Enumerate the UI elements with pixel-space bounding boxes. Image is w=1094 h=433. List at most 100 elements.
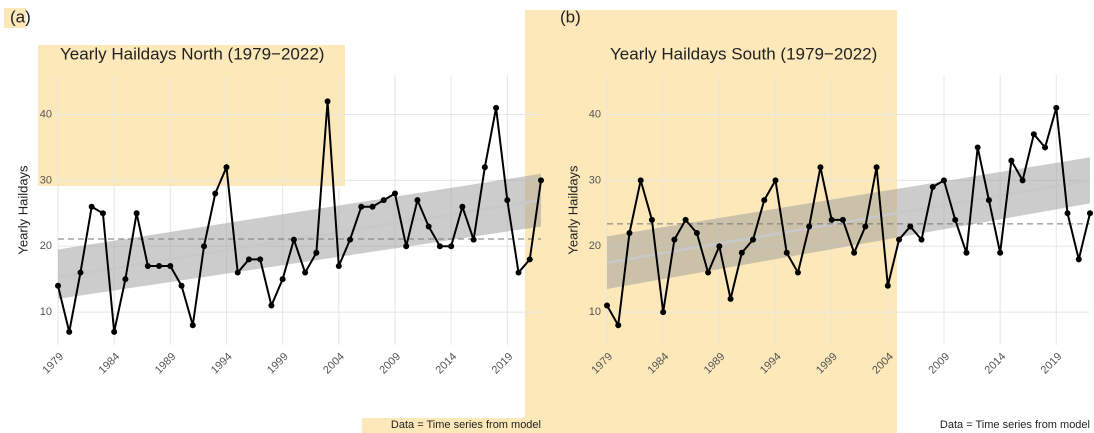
data-point: [884, 282, 891, 289]
data-point: [761, 197, 768, 204]
data-point: [1053, 104, 1060, 111]
data-point: [839, 216, 846, 223]
x-tick-label: 2019: [1039, 351, 1065, 377]
data-point: [705, 269, 712, 276]
data-point: [167, 262, 174, 269]
data-point: [940, 177, 947, 184]
data-point: [738, 249, 745, 256]
data-point: [851, 249, 858, 256]
y-axis-label: Yearly Haildays: [565, 165, 580, 255]
data-point: [794, 269, 801, 276]
data-point: [347, 236, 354, 243]
data-point: [1042, 144, 1049, 151]
data-point: [783, 249, 790, 256]
data-point: [648, 216, 655, 223]
data-point: [873, 164, 880, 171]
data-point: [425, 223, 432, 230]
x-tick-label: 2019: [490, 351, 516, 377]
x-tick-label: 1989: [153, 351, 179, 377]
data-point: [459, 203, 466, 210]
data-point: [66, 328, 73, 335]
data-point: [493, 104, 500, 111]
x-tick-label: 2014: [434, 351, 460, 377]
data-point: [1008, 157, 1015, 164]
data-point: [257, 256, 264, 263]
panel-label: (b): [560, 7, 581, 26]
data-point: [896, 236, 903, 243]
caption: Data = Time series from model: [940, 419, 1090, 431]
data-point: [716, 243, 723, 250]
data-point: [1087, 210, 1093, 217]
chart-title: Yearly Haildays South (1979−2022): [610, 44, 877, 63]
x-tick-label: 2004: [321, 351, 347, 377]
data-point: [212, 190, 219, 197]
data-point: [828, 216, 835, 223]
data-point: [448, 243, 455, 250]
data-point: [526, 256, 533, 263]
data-point: [1019, 177, 1026, 184]
data-point: [470, 236, 477, 243]
data-point: [671, 236, 678, 243]
data-point: [414, 197, 421, 204]
data-point: [144, 262, 151, 269]
data-point: [693, 230, 700, 237]
data-point: [750, 236, 757, 243]
data-point: [772, 177, 779, 184]
data-point: [290, 236, 297, 243]
data-point: [862, 223, 869, 230]
data-point: [133, 210, 140, 217]
y-tick-label: 30: [40, 174, 52, 186]
confidence-band: [607, 157, 1090, 290]
data-point: [111, 328, 118, 335]
data-point: [369, 203, 376, 210]
data-point: [391, 190, 398, 197]
data-point: [806, 223, 813, 230]
data-point: [515, 269, 522, 276]
data-point: [504, 197, 511, 204]
data-point: [223, 164, 230, 171]
highlight: [362, 418, 542, 433]
data-point: [234, 269, 241, 276]
trend-line: [606, 179, 1091, 264]
data-point: [481, 164, 488, 171]
data-point: [997, 249, 1004, 256]
data-point: [122, 276, 129, 283]
panel-label: (a): [10, 7, 31, 26]
data-point: [626, 230, 633, 237]
data-point: [817, 164, 824, 171]
data-point: [907, 223, 914, 230]
data-point: [1030, 131, 1037, 138]
data-point: [358, 203, 365, 210]
data-point: [99, 210, 106, 217]
y-tick-label: 20: [40, 240, 52, 252]
y-tick-label: 20: [589, 240, 601, 252]
data-point: [918, 236, 925, 243]
data-point: [189, 322, 196, 329]
data-point: [335, 262, 342, 269]
data-point: [178, 282, 185, 289]
y-tick-label: 10: [589, 306, 601, 318]
data-point: [380, 197, 387, 204]
y-tick-label: 30: [589, 174, 601, 186]
data-point: [929, 183, 936, 190]
y-tick-label: 40: [589, 108, 601, 120]
y-tick-label: 40: [40, 108, 52, 120]
data-point: [88, 203, 95, 210]
data-point: [245, 256, 252, 263]
data-point: [952, 216, 959, 223]
data-point: [302, 269, 309, 276]
caption: Data = Time series from model: [391, 419, 541, 431]
highlight: [4, 8, 26, 28]
y-tick-label: 10: [40, 306, 52, 318]
data-point: [604, 302, 610, 309]
data-point: [637, 177, 644, 184]
data-point: [974, 144, 981, 151]
data-point: [660, 309, 667, 316]
x-tick-label: 1994: [209, 351, 235, 377]
data-point: [324, 98, 331, 105]
data-point: [201, 243, 208, 250]
x-tick-label: 1984: [97, 351, 123, 377]
data-point: [727, 295, 734, 302]
x-tick-label: 1999: [265, 351, 291, 377]
